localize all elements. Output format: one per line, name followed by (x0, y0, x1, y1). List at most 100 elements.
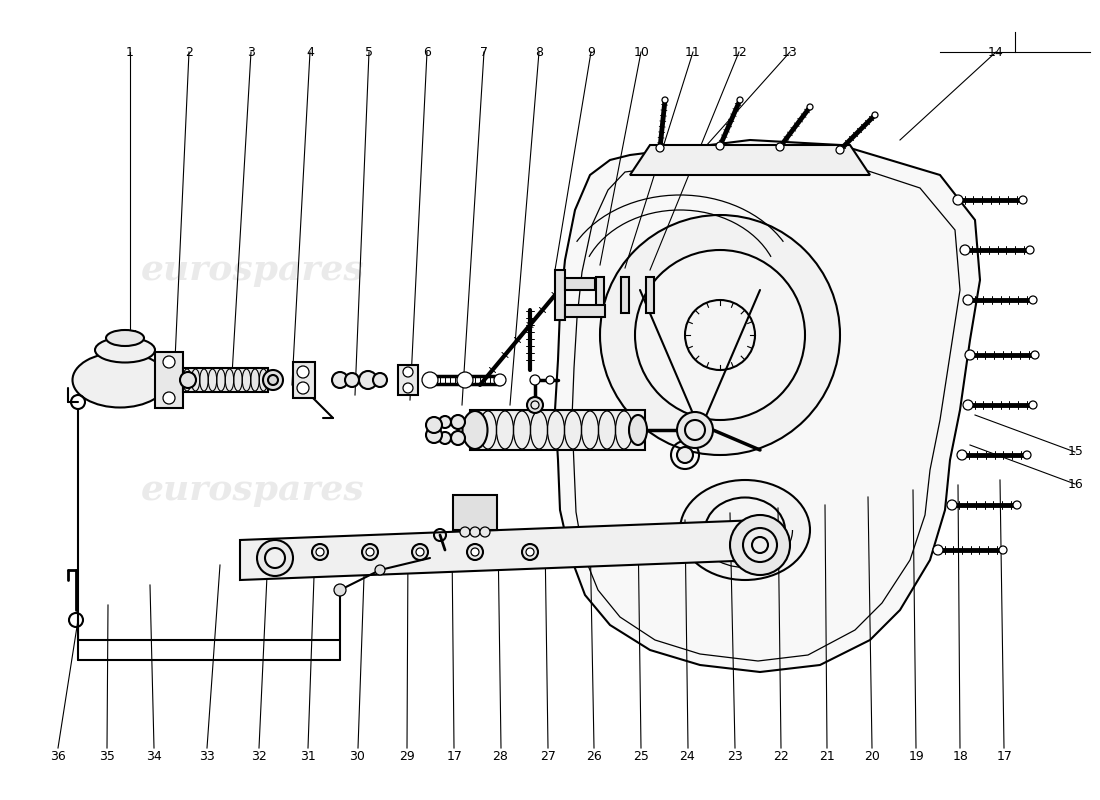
Text: 15: 15 (1068, 446, 1084, 458)
Circle shape (163, 392, 175, 404)
Text: 11: 11 (685, 46, 701, 58)
Text: 21: 21 (820, 750, 835, 762)
Text: 3: 3 (246, 46, 255, 58)
Text: 10: 10 (634, 46, 649, 58)
Circle shape (965, 350, 975, 360)
Circle shape (1026, 246, 1034, 254)
Circle shape (362, 544, 378, 560)
Circle shape (332, 372, 348, 388)
Text: 17: 17 (447, 750, 462, 762)
Circle shape (494, 374, 506, 386)
Text: 12: 12 (732, 46, 747, 58)
Circle shape (373, 373, 387, 387)
Circle shape (531, 401, 539, 409)
Bar (453, 495, 497, 530)
Text: 17: 17 (997, 750, 1012, 762)
Text: 14: 14 (988, 46, 1003, 58)
Bar (470, 410, 645, 450)
Circle shape (456, 372, 473, 388)
Circle shape (1023, 451, 1031, 459)
Text: 29: 29 (399, 750, 415, 762)
Circle shape (1031, 351, 1040, 359)
Circle shape (297, 366, 309, 378)
Polygon shape (556, 140, 980, 672)
Circle shape (439, 416, 451, 428)
Ellipse shape (95, 338, 155, 362)
Circle shape (468, 544, 483, 560)
Circle shape (416, 548, 424, 556)
Circle shape (180, 372, 196, 388)
Circle shape (960, 245, 970, 255)
Text: 13: 13 (782, 46, 797, 58)
Circle shape (530, 375, 540, 385)
Circle shape (439, 432, 451, 444)
Circle shape (480, 527, 490, 537)
Text: 22: 22 (773, 750, 789, 762)
Text: 26: 26 (586, 750, 602, 762)
Text: 32: 32 (251, 750, 266, 762)
Text: 5: 5 (364, 46, 373, 58)
Text: 1: 1 (125, 46, 134, 58)
Text: eurospares: eurospares (570, 473, 794, 507)
Circle shape (265, 548, 285, 568)
Circle shape (656, 144, 664, 152)
Circle shape (527, 397, 543, 413)
Circle shape (676, 447, 693, 463)
Text: 4: 4 (306, 46, 315, 58)
Bar (646, 277, 654, 313)
Text: 28: 28 (493, 750, 508, 762)
Circle shape (662, 97, 668, 103)
Text: 2: 2 (185, 46, 194, 58)
Bar (621, 277, 629, 313)
Circle shape (999, 546, 1007, 554)
Bar (556, 270, 565, 320)
Text: eurospares: eurospares (570, 253, 794, 287)
Text: 18: 18 (953, 750, 968, 762)
Circle shape (451, 431, 465, 445)
Circle shape (947, 500, 957, 510)
Polygon shape (630, 145, 870, 175)
Ellipse shape (705, 498, 785, 562)
Circle shape (807, 104, 813, 110)
Circle shape (471, 548, 478, 556)
Text: eurospares: eurospares (141, 473, 365, 507)
Ellipse shape (462, 411, 487, 449)
Circle shape (730, 515, 790, 575)
Circle shape (460, 527, 470, 537)
Circle shape (163, 356, 175, 368)
Bar (183, 368, 268, 392)
Circle shape (685, 420, 705, 440)
Circle shape (836, 146, 844, 154)
Text: 35: 35 (99, 750, 114, 762)
Text: 6: 6 (422, 46, 431, 58)
Bar (293, 362, 315, 398)
Circle shape (716, 142, 724, 150)
Circle shape (546, 376, 554, 384)
Circle shape (451, 415, 465, 429)
Bar (565, 305, 605, 317)
Circle shape (470, 527, 480, 537)
Text: 9: 9 (586, 46, 595, 58)
Circle shape (600, 215, 840, 455)
Circle shape (375, 565, 385, 575)
Ellipse shape (106, 330, 144, 346)
Ellipse shape (629, 415, 647, 445)
Circle shape (412, 544, 428, 560)
Text: 30: 30 (350, 750, 365, 762)
Ellipse shape (680, 480, 810, 580)
Circle shape (962, 295, 974, 305)
Bar (155, 352, 183, 408)
Circle shape (297, 382, 309, 394)
Text: 8: 8 (535, 46, 543, 58)
Text: 33: 33 (199, 750, 214, 762)
Circle shape (426, 427, 442, 443)
Circle shape (263, 370, 283, 390)
Text: 27: 27 (540, 750, 556, 762)
Circle shape (526, 548, 534, 556)
Circle shape (957, 450, 967, 460)
Circle shape (1019, 196, 1027, 204)
Bar (596, 277, 604, 313)
Circle shape (334, 584, 346, 596)
Circle shape (1013, 501, 1021, 509)
Text: 20: 20 (865, 750, 880, 762)
